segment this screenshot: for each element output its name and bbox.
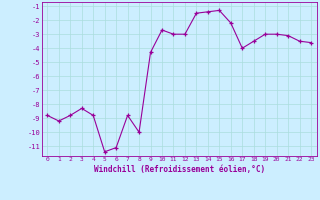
X-axis label: Windchill (Refroidissement éolien,°C): Windchill (Refroidissement éolien,°C) <box>94 165 265 174</box>
